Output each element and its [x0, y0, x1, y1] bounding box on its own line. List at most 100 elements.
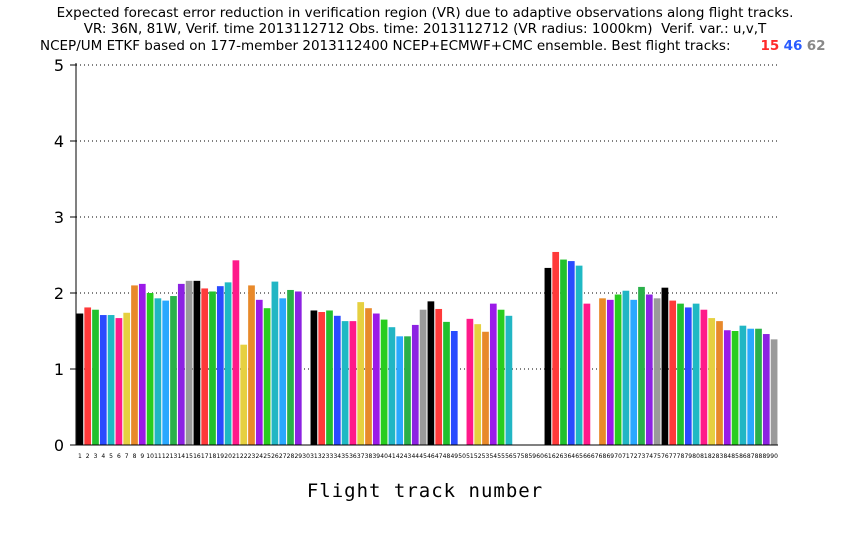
- bar-track-65: [575, 265, 583, 445]
- x-tick-label-33: 33: [326, 453, 334, 460]
- y-tick-label-5: 5: [54, 56, 64, 75]
- bar-track-39: [372, 313, 380, 445]
- bar-track-52: [474, 324, 482, 445]
- x-tick-label-79: 79: [684, 453, 692, 460]
- x-tick-label-29: 29: [294, 453, 302, 460]
- bar-track-47: [435, 308, 443, 445]
- x-tick-label-65: 65: [575, 453, 583, 460]
- x-tick-labels: 1 2 3 4 5 6 7 8 9 10 11 12 13 14 15 16 17 18 19 20 21 22 23 24 2…: [78, 453, 778, 460]
- bar-track-79: [684, 307, 692, 445]
- y-tick-label-0: 0: [54, 436, 64, 455]
- x-tick-label-36: 36: [349, 453, 357, 460]
- axes: [70, 63, 778, 446]
- x-tick-label-90: 90: [770, 453, 778, 460]
- bar-track-11: [154, 298, 162, 445]
- x-tick-label-25: 25: [263, 453, 271, 460]
- x-tick-label-5: 5: [109, 453, 113, 460]
- best-track-3: 62: [806, 38, 826, 54]
- x-tick-label-78: 78: [677, 453, 685, 460]
- x-tick-label-11: 11: [154, 453, 162, 460]
- x-tick-label-3: 3: [94, 453, 98, 460]
- bar-track-29: [294, 291, 302, 445]
- x-tick-label-30: 30: [302, 453, 310, 460]
- x-tick-label-50: 50: [458, 453, 466, 460]
- bar-track-20: [224, 282, 232, 445]
- x-tick-label-88: 88: [755, 453, 763, 460]
- x-tick-label-51: 51: [466, 453, 474, 460]
- x-tick-label-47: 47: [435, 453, 443, 460]
- bar-track-44: [411, 324, 419, 445]
- x-tick-label-71: 71: [622, 453, 630, 460]
- bar-track-63: [560, 259, 567, 445]
- bar-track-68: [599, 298, 606, 445]
- bar-track-27: [279, 298, 287, 445]
- y-tick-label-2: 2: [54, 284, 64, 303]
- x-tick-label-44: 44: [411, 453, 419, 460]
- x-tick-label-70: 70: [614, 453, 622, 460]
- x-tick-label-52: 52: [474, 453, 482, 460]
- x-tick-label-73: 73: [638, 453, 646, 460]
- bar-track-35: [341, 321, 349, 445]
- x-tick-label-43: 43: [404, 453, 412, 460]
- x-tick-label-60: 60: [536, 453, 544, 460]
- x-tick-label-14: 14: [177, 453, 185, 460]
- bar-track-56: [505, 315, 513, 445]
- bar-track-37: [357, 302, 365, 445]
- x-tick-label-81: 81: [700, 453, 708, 460]
- bar-track-54: [489, 303, 497, 445]
- bar-track-80: [692, 303, 700, 445]
- bar-track-23: [248, 285, 255, 445]
- bar-track-64: [567, 261, 575, 445]
- bar-track-51: [466, 318, 474, 445]
- bar-track-76: [661, 287, 669, 445]
- bar-track-77: [669, 300, 677, 445]
- x-tick-label-77: 77: [669, 453, 677, 460]
- bar-track-74: [645, 294, 653, 445]
- x-tick-label-56: 56: [505, 453, 513, 460]
- bar-track-88: [755, 328, 762, 445]
- bar-track-41: [388, 327, 396, 445]
- bar-track-48: [443, 321, 450, 445]
- bar-track-19: [216, 286, 224, 445]
- x-tick-label-10: 10: [146, 453, 154, 460]
- x-tick-label-34: 34: [333, 453, 341, 460]
- x-tick-label-80: 80: [692, 453, 700, 460]
- bar-track-13: [170, 296, 177, 445]
- y-tick-label-4: 4: [54, 132, 64, 151]
- x-tick-label-59: 59: [528, 453, 536, 460]
- x-tick-label-76: 76: [661, 453, 669, 460]
- x-tick-label-18: 18: [209, 453, 217, 460]
- bar-track-7: [123, 312, 131, 445]
- bar-track-21: [232, 260, 240, 445]
- bar-track-9: [138, 283, 146, 445]
- x-tick-label-7: 7: [125, 453, 129, 460]
- bar-track-78: [677, 303, 684, 445]
- x-tick-label-26: 26: [271, 453, 279, 460]
- x-tick-label-31: 31: [310, 453, 318, 460]
- x-tick-label-68: 68: [599, 453, 607, 460]
- x-tick-label-13: 13: [170, 453, 178, 460]
- x-tick-label-87: 87: [747, 453, 755, 460]
- bar-track-55: [497, 309, 505, 445]
- x-tick-label-35: 35: [341, 453, 349, 460]
- bar-track-46: [427, 301, 435, 445]
- bar-track-14: [177, 283, 185, 445]
- bar-track-38: [365, 308, 372, 445]
- chart-title-line-2: VR: 36N, 81W, Verif. time 2013112712 Obs…: [83, 21, 767, 37]
- bar-track-84: [723, 330, 731, 445]
- x-tick-label-54: 54: [489, 453, 497, 460]
- bar-track-81: [700, 309, 708, 445]
- bar-track-16: [193, 280, 201, 445]
- x-tick-label-49: 49: [450, 453, 458, 460]
- bar-track-4: [99, 315, 107, 445]
- x-tick-label-69: 69: [606, 453, 614, 460]
- x-tick-label-15: 15: [185, 453, 193, 460]
- bar-track-49: [450, 331, 458, 445]
- x-tick-label-27: 27: [279, 453, 287, 460]
- x-tick-label-72: 72: [630, 453, 638, 460]
- bar-track-25: [263, 308, 271, 445]
- x-tick-label-62: 62: [552, 453, 560, 460]
- x-tick-label-75: 75: [653, 453, 661, 460]
- bar-track-82: [708, 318, 716, 445]
